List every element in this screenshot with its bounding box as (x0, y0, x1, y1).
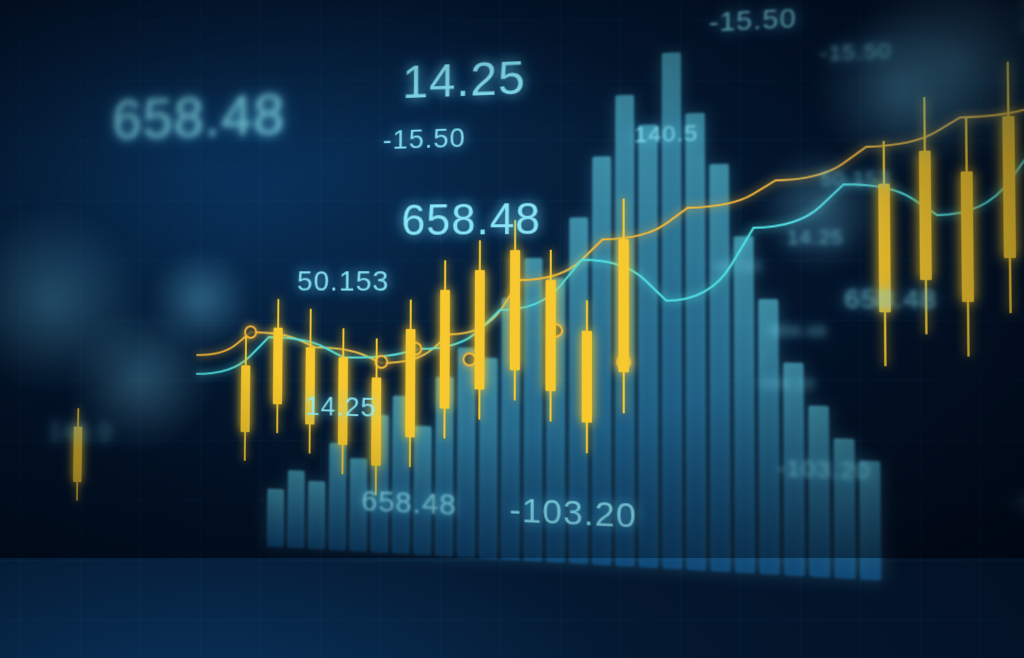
floating-number: 658.48 (401, 195, 541, 246)
floating-number: -103.20 (509, 491, 637, 537)
bokeh-circle (760, 150, 880, 270)
floating-number: 140.5 (634, 120, 698, 148)
floating-number: 14.25 (402, 51, 526, 110)
floating-number: 658.48 (361, 485, 457, 523)
volume-bar (287, 470, 304, 548)
floating-number: 658.48 (112, 81, 286, 153)
floating-number: -15.50 (383, 122, 466, 156)
floating-number: 658.48 (844, 285, 937, 316)
bokeh-circle (150, 250, 250, 350)
volume-bar (457, 347, 476, 558)
floating-number: -658.48 (765, 322, 827, 340)
floating-number: -15.50 (709, 2, 797, 38)
floating-number: -50.153 (710, 259, 763, 274)
floating-number: 50.153 (297, 265, 390, 298)
chart-stage: 658.48 14.25 -15.50 658.48 50.153 14.25 658.48… (0, 0, 1024, 558)
floating-number: -103.20 (1013, 490, 1024, 520)
floating-number: -103.20 (754, 375, 816, 393)
floating-number: -103.20 (777, 454, 871, 485)
floating-number: 14.25 (305, 391, 376, 424)
